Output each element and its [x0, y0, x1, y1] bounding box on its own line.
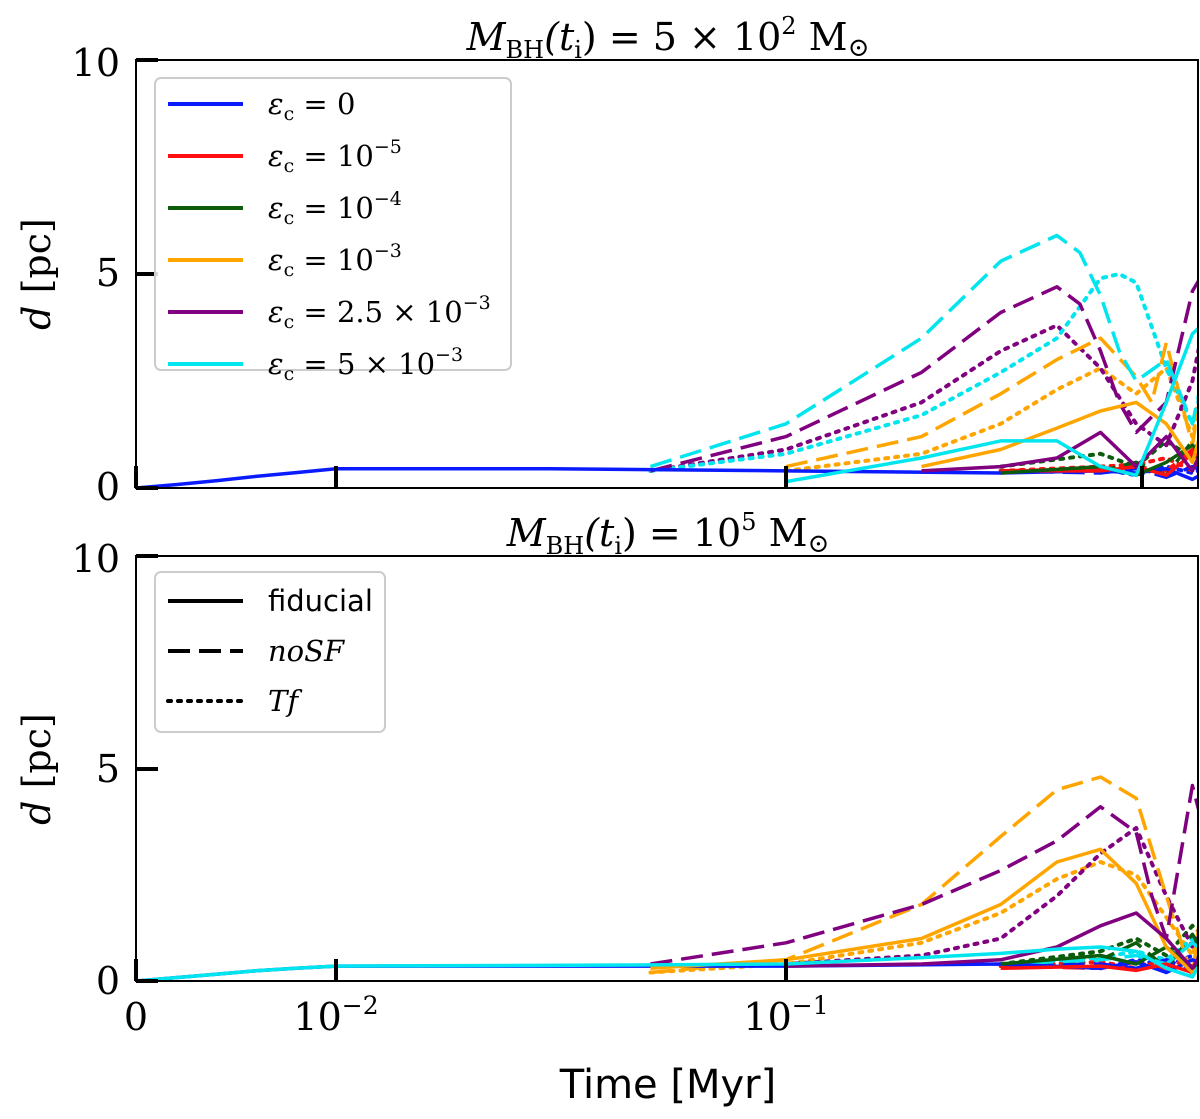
bottom-xtick-label-2: 10−1: [743, 991, 828, 1039]
bottom-panel-title: MBH(ti) = 105 M⊙: [506, 508, 830, 560]
top-legend-label-4: εc = 2.5 × 10−3: [268, 292, 491, 333]
bottom-ytick-label-0: 0: [96, 959, 120, 1003]
bottom-series-group: [136, 775, 1198, 981]
top-legend-label-2: εc = 10−4: [268, 188, 402, 229]
bottom-series-line-3: [1000, 962, 1198, 975]
top-legend-label-0: εc = 0: [268, 87, 355, 125]
top-legend-label-3: εc = 10−3: [268, 240, 402, 281]
bottom-y-ticks: 0 5 10: [72, 537, 158, 1003]
x-axis-label: Time [Myr]: [559, 1062, 776, 1108]
top-series-line-17: [648, 272, 1198, 473]
bottom-series-line-10: [650, 775, 1198, 979]
top-ytick-label-5: 5: [96, 251, 120, 295]
bottom-series-line-13: [650, 783, 1198, 966]
top-series-line-9: [921, 400, 1198, 469]
top-series-group: [136, 233, 1198, 488]
bottom-legend-frame: [154, 571, 386, 733]
top-series-line-13: [650, 278, 1198, 473]
bottom-series-line-8: [998, 923, 1198, 966]
bottom-ytick-label-5: 5: [96, 747, 120, 791]
bottom-legend-label-2: Tf: [268, 684, 303, 718]
bottom-legend-label-0: fiducial: [268, 584, 373, 618]
bottom-ytick-label-10: 10: [72, 537, 120, 581]
top-y-axis-label: d [pc]: [15, 218, 59, 330]
bottom-x-ticks: 010−210−1100: [124, 959, 829, 1039]
top-panel: MBH(ti) = 5 × 102 M⊙ 0 5 10 d [pc] εc = …: [15, 12, 1199, 509]
top-series-line-11: [784, 366, 1198, 473]
bottom-xtick-label-1: 10−2: [293, 991, 378, 1039]
top-legend: εc = 0 εc = 10−5 εc = 10−4 εc = 10−3 εc = 2.…: [154, 77, 512, 385]
top-series-line-12: [921, 430, 1198, 473]
top-panel-title: MBH(ti) = 5 × 102 M⊙: [466, 12, 870, 64]
top-legend-label-1: εc = 10−5: [268, 136, 402, 177]
top-series-line-16: [649, 233, 1198, 469]
bottom-legend: fiducial noSF Tf: [154, 571, 386, 733]
top-legend-frame: [154, 77, 512, 371]
bottom-series-line-9: [650, 847, 1198, 975]
bottom-panel: MBH(ti) = 105 M⊙ 0 5 10 0 10−2 10−1 10 0 d […: [15, 508, 1199, 1108]
bottom-series-line-12: [785, 911, 1198, 971]
top-series-line-3: [1000, 447, 1198, 477]
top-x-ticks: [134, 466, 1144, 488]
bottom-series-line-6: [1000, 945, 1198, 971]
bottom-y-axis-label: d [pc]: [15, 713, 59, 825]
bottom-xtick-label-0: 0: [124, 995, 148, 1039]
top-y-ticks: 0 5 10: [72, 41, 158, 509]
top-ytick-label-10: 10: [72, 41, 120, 85]
top-ytick-label-0: 0: [96, 465, 120, 509]
bottom-legend-label-1: noSF: [268, 634, 345, 668]
top-series-line-15: [785, 326, 1198, 484]
top-legend-label-5: εc = 5 × 10−3: [268, 344, 463, 385]
bottom-series-line-15: [136, 945, 1198, 981]
bottom-series-line-17: [998, 936, 1198, 966]
top-series-line-8: [998, 438, 1198, 469]
